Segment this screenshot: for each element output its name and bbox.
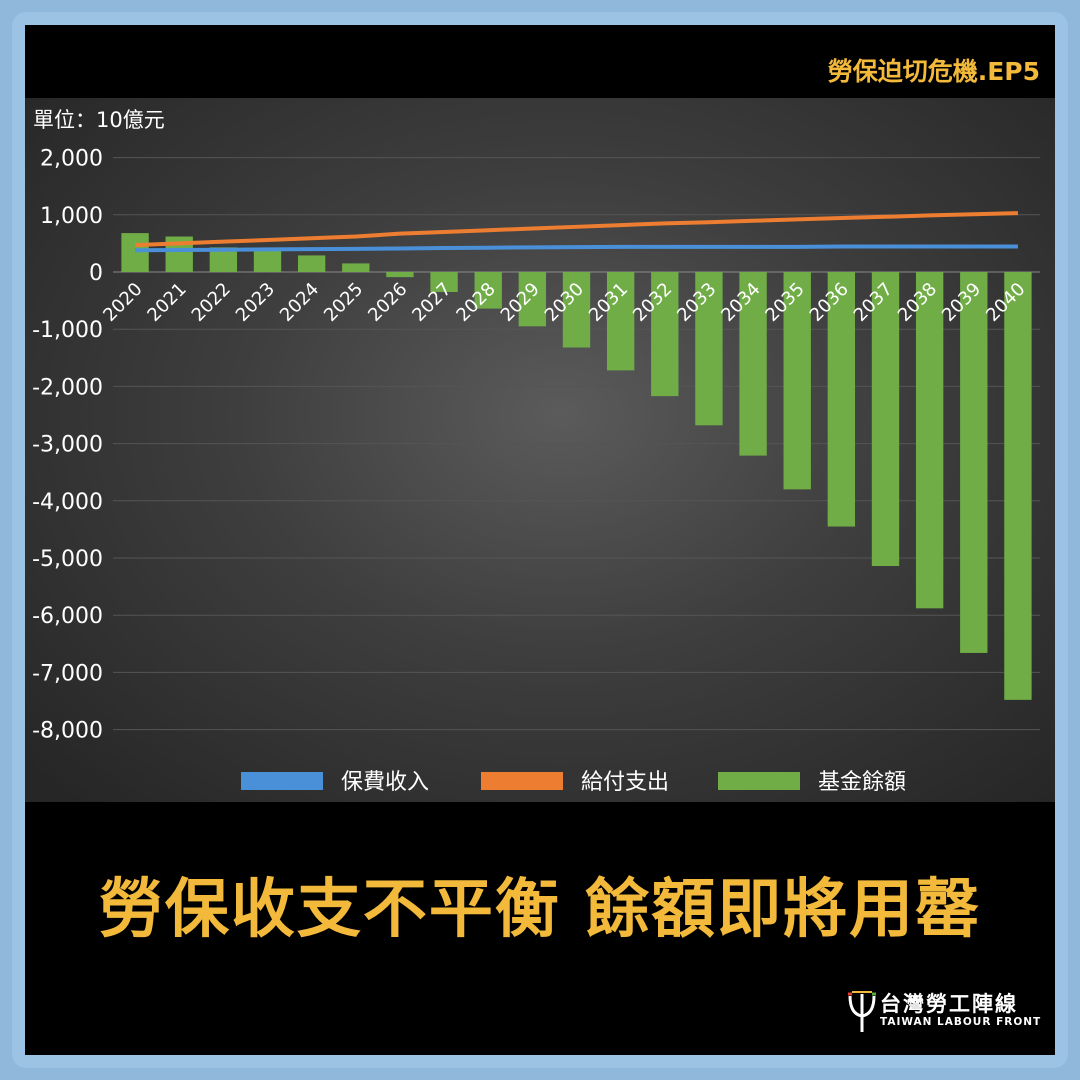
balance-bar <box>960 272 988 653</box>
y-tick-label: -1,000 <box>32 318 103 343</box>
balance-bar <box>562 272 591 348</box>
x-tick-label: 2021 <box>144 279 191 326</box>
y-tick-label: -8,000 <box>32 719 103 744</box>
logo-name-en: TAIWAN LABOUR FRONT <box>880 1016 1042 1028</box>
x-tick-label: 2022 <box>188 279 235 326</box>
legend-label: 基金餘額 <box>818 770 906 795</box>
legend-swatch <box>718 772 800 790</box>
balance-bar <box>297 255 326 272</box>
chart: 2,000 1,000 0 -1,000 -2,000 -3,000 -4,000 -5,00… <box>32 147 1040 795</box>
balance-bar <box>827 272 856 527</box>
trident-logo-icon <box>848 991 876 1032</box>
balance-bar <box>695 272 723 426</box>
balance-bar <box>121 233 149 272</box>
legend-label: 保費收入 <box>341 770 429 795</box>
legend-label: 給付支出 <box>581 770 669 795</box>
balance-bar <box>342 263 370 272</box>
y-tick-label: -4,000 <box>32 490 103 515</box>
series-title: 勞保迫切危機.EP5 <box>827 57 1040 86</box>
balance-bar <box>386 272 414 278</box>
balance-bar <box>651 272 679 397</box>
balance-bar <box>739 272 767 456</box>
y-tick-label: -7,000 <box>32 661 103 686</box>
y-tick-label: -3,000 <box>32 433 103 458</box>
x-tick-label: 2024 <box>276 279 323 326</box>
legend-swatch <box>481 772 563 790</box>
balance-bar <box>518 272 547 327</box>
balance-bar <box>474 272 502 309</box>
balance-bar <box>606 272 635 371</box>
balance-bar <box>783 272 811 490</box>
headline: 勞保收支不平衡 餘額即將用罄 <box>98 873 982 947</box>
expense-line <box>134 211 1018 248</box>
y-tick-label: -6,000 <box>32 604 103 629</box>
y-tick-label: 2,000 <box>40 147 103 172</box>
x-tick-label: 2020 <box>99 279 146 326</box>
chart-panel: 2,000 1,000 0 -1,000 -2,000 -3,000 -4,000 -5,00… <box>25 98 1055 802</box>
x-tick-label: 2023 <box>232 279 279 326</box>
balance-bar <box>915 272 944 609</box>
logo-name-cn: 台灣勞工陣線 <box>880 992 1018 1016</box>
balance-bar <box>253 249 282 272</box>
unit-label: 單位：10億元 <box>33 108 165 132</box>
y-tick-label: 1,000 <box>40 204 103 229</box>
x-tick-label: 2026 <box>364 279 411 326</box>
balance-bar <box>871 272 900 567</box>
balance-bar <box>430 272 458 293</box>
y-tick-label: -2,000 <box>32 375 103 400</box>
taiwan-labour-front-logo: 台灣勞工陣線 TAIWAN LABOUR FRONT <box>846 988 1046 1040</box>
legend-swatch <box>241 772 323 790</box>
income-line <box>135 244 1018 253</box>
y-tick-label: -5,000 <box>32 547 103 572</box>
x-tick-label: 2025 <box>320 279 367 326</box>
balance-bar <box>1004 272 1032 700</box>
y-tick-label: 0 <box>89 261 103 286</box>
